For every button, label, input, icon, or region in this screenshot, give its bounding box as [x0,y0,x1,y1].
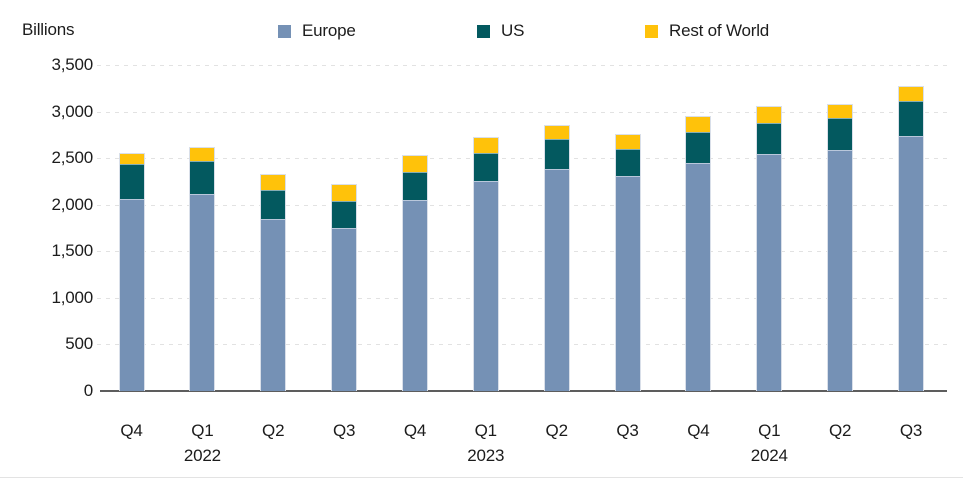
gridline [97,251,947,253]
x-axis-year-label: 2024 [750,446,788,465]
y-axis-tick-label: 3,500 [51,55,93,75]
bar-6-q2 [543,125,570,391]
bar-segment-europe [261,218,286,391]
y-axis-tick-label: 1,500 [51,241,93,261]
legend-swatch-icon [477,24,490,38]
bar-segment-us [119,163,144,200]
y-axis-unit-label: Billions [22,20,75,39]
bar-segment-us [899,101,923,136]
bar-segment-rest-of-world [190,147,215,162]
bar-segment-rest-of-world [544,126,569,139]
bar-segment-us [544,138,569,170]
bar-4-q4 [402,154,428,391]
bar-segment-rest-of-world [686,117,711,132]
x-axis-tick-label: Q4 [120,421,143,440]
legend-label: US [501,21,525,40]
bar-segment-europe [473,180,498,391]
bar-segment-europe [332,228,357,391]
bar-segment-europe [686,162,711,391]
x-axis-tick-label: Q1 [758,421,781,440]
gridline [97,204,947,206]
bar-segment-us [261,189,286,219]
y-axis-tick-label: 1,000 [51,287,93,307]
bar-segment-rest-of-world [403,155,427,173]
bar-10-q2 [827,103,854,391]
bar-segment-europe [403,199,427,391]
gridline [97,65,947,67]
bar-segment-europe [899,135,923,391]
y-axis-tick-label: 3,000 [51,101,93,121]
bar-segment-us [190,161,215,195]
legend-item-europe: Europe [278,21,356,41]
gridline [97,111,947,113]
bar-segment-us [332,201,357,229]
bar-3-q3 [331,183,358,391]
bottom-divider [0,477,963,478]
legend-item-rest-of-world: Rest of World [645,21,769,41]
bar-0-q4 [118,152,145,391]
x-axis-tick-label: Q3 [616,421,639,440]
legend-label: Europe [302,21,356,40]
x-axis-year-label: 2022 [183,446,221,465]
bar-segment-us [828,118,853,151]
gridline [97,344,947,346]
bar-segment-europe [828,150,853,391]
bar-segment-europe [544,169,569,391]
x-axis-tick-label: Q3 [899,421,923,440]
gridline [97,297,947,299]
bar-1-q1 [189,146,216,391]
x-axis-tick-label: Q1 [474,421,497,440]
legend-label: Rest of World [669,21,770,40]
bar-segment-rest-of-world [473,137,498,153]
y-axis-tick-label: 500 [65,334,93,354]
bar-9-q1 [756,106,783,391]
y-axis-tick-label: 2,500 [51,148,93,168]
bar-segment-us [473,152,498,181]
bar-segment-us [615,149,640,177]
x-axis-line [100,390,947,392]
bar-segment-rest-of-world [828,104,853,119]
bar-5-q1 [472,136,499,391]
legend-item-us: US [477,21,524,41]
bar-11-q3 [898,85,924,391]
bar-segment-rest-of-world [332,184,357,202]
bar-segment-us [757,122,782,155]
bar-segment-rest-of-world [757,107,782,123]
bar-segment-rest-of-world [119,153,144,164]
legend-swatch-icon [278,24,291,38]
bar-segment-us [403,172,427,200]
x-axis-tick-label: Q4 [687,421,710,440]
x-axis-year-label: 2023 [467,446,505,465]
bar-segment-europe [119,199,144,391]
y-axis-tick-label: 0 [83,381,93,400]
chart-legend: Europe US Rest of World [0,0,963,48]
bar-segment-rest-of-world [899,86,923,102]
y-axis-tick-label: 2,000 [51,194,93,214]
bar-segment-europe [615,176,640,391]
bar-segment-rest-of-world [261,174,286,190]
bar-2-q2 [260,173,287,391]
bar-8-q4 [685,116,712,391]
bar-segment-europe [190,194,215,391]
x-axis-tick-label: Q2 [262,421,285,440]
bar-segment-europe [757,154,782,391]
gridline [97,158,947,160]
bar-7-q3 [614,133,641,391]
legend-swatch-icon [645,24,658,38]
x-axis-tick-label: Q2 [828,421,852,440]
x-axis-tick-label: Q4 [403,421,427,440]
x-axis-tick-label: Q3 [332,421,356,440]
x-axis-tick-label: Q1 [191,421,214,440]
bar-segment-rest-of-world [615,134,640,150]
x-axis-tick-label: Q2 [545,421,568,440]
bar-segment-us [686,131,711,163]
